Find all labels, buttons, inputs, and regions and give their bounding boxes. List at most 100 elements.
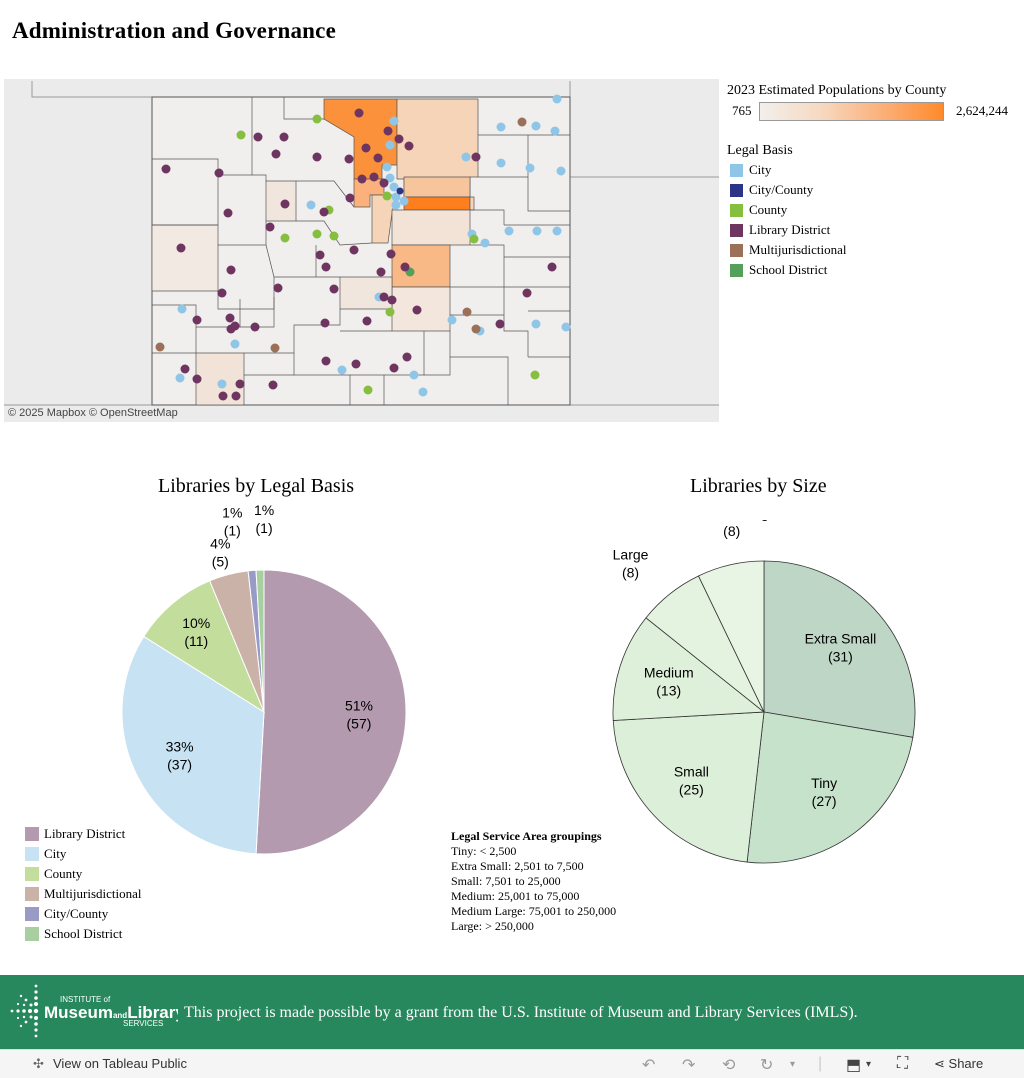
legend-label: City/County <box>749 182 814 197</box>
refresh-icon[interactable]: ↻ <box>760 1057 774 1074</box>
footer-banner <box>0 975 1024 1049</box>
legend-swatch-icon <box>730 244 743 257</box>
legend-swatch-icon <box>25 827 39 841</box>
county-adams[interactable] <box>403 176 471 198</box>
legend-swatch-icon <box>25 887 39 901</box>
legal-basis-pie-chart[interactable]: 51% (57) 33% (37) 10% (11) 4% (5) 1% (1) 1% (1) <box>0 500 460 870</box>
county-denver[interactable] <box>403 196 471 211</box>
pie-label-multijurisdictional-primary: 4% <box>210 536 230 552</box>
map-attribution[interactable]: © 2025 Mapbox © OpenStreetMap <box>8 407 178 419</box>
population-legend-min: 765 <box>732 103 752 118</box>
redo-icon[interactable]: ↷ <box>682 1057 696 1074</box>
share-label: Share <box>948 1056 984 1071</box>
pie-label-city-count: (37) <box>167 757 192 773</box>
size-pie-chart[interactable]: Extra Small (31) Tiny (27) Small (25) Medium (1… <box>560 520 960 880</box>
pie-label-small-primary: Small <box>674 764 709 780</box>
legend-swatch-icon <box>730 204 743 217</box>
pie-label-tiny-primary: Tiny <box>811 775 837 791</box>
share-button[interactable]: ⋖ Share <box>934 1056 983 1072</box>
library-markers[interactable] <box>155 94 571 401</box>
download-menu-chevron-down-icon[interactable]: ▾ <box>866 1059 872 1070</box>
grouping-line: Medium Large: 75,001 to 250,000 <box>451 904 617 918</box>
download-icon[interactable]: ⬒ <box>846 1057 862 1074</box>
pie-slice-medium[interactable] <box>612 617 766 721</box>
map-canvas[interactable] <box>4 79 719 422</box>
legend-swatch-icon <box>25 847 39 861</box>
county-arapahoe[interactable] <box>469 196 475 211</box>
pie-slice-medium-large[interactable] <box>697 560 765 713</box>
county-map[interactable] <box>4 79 719 422</box>
groupings-title: Legal Service Area groupings <box>451 829 602 843</box>
pie-label-city-county-primary: 1% <box>222 505 242 521</box>
service-area-groupings: Legal Service Area groupings Tiny: < 2,5… <box>451 829 616 934</box>
legend-label: Multijurisdictional <box>749 242 847 257</box>
toolbar-divider: | <box>818 1055 823 1072</box>
pie-slice-extra-small[interactable] <box>763 560 916 738</box>
revert-icon[interactable]: ⟲ <box>722 1057 736 1074</box>
fullscreen-icon[interactable]: ⛶ <box>897 1055 909 1072</box>
population-color-ramp <box>759 102 944 121</box>
county-douglas[interactable] <box>391 209 471 246</box>
pie-label-extra-small-count: (31) <box>828 648 853 664</box>
pie-label-multijurisdictional-count: (5) <box>212 554 229 570</box>
legend-swatch-icon <box>730 164 743 177</box>
pie-label-library-district-count: (57) <box>347 716 372 732</box>
legend-label: County <box>44 866 83 881</box>
pie-label-city-primary: 33% <box>166 739 194 755</box>
pie-label-medium-large-count: (8) <box>723 523 740 539</box>
legal-basis-chart-title: Libraries by Legal Basis <box>158 475 355 497</box>
pie-label-medium-primary: Medium <box>644 665 694 681</box>
legend-label: County <box>749 202 788 217</box>
legend-label: Library District <box>44 826 126 841</box>
page-title: Administration and Governance <box>12 18 336 43</box>
share-icon: ⋖ <box>934 1056 945 1071</box>
legend-swatch-icon <box>25 907 39 921</box>
pie-label-library-district-primary: 51% <box>345 698 373 714</box>
county-garfield-area[interactable] <box>265 180 297 222</box>
grouping-line: Small: 7,501 to 25,000 <box>451 874 561 888</box>
pie-slice-small[interactable] <box>612 711 765 863</box>
legend-swatch-icon <box>730 224 743 237</box>
grouping-line: Tiny: < 2,500 <box>451 844 517 858</box>
view-on-tableau-link[interactable]: ✣ View on Tableau Public <box>33 1056 187 1072</box>
undo-icon[interactable]: ↶ <box>642 1057 656 1074</box>
legend-label: City <box>44 846 67 861</box>
pie-slice-school-district[interactable] <box>255 569 265 713</box>
pie-label-tiny-count: (27) <box>812 793 837 809</box>
grouping-line: Large: > 250,000 <box>451 919 534 933</box>
pie-slice-county[interactable] <box>143 580 266 714</box>
pie-label-school-district-primary: 1% <box>254 502 274 518</box>
pie-slice-city[interactable] <box>121 635 265 855</box>
county-mesa[interactable] <box>151 224 219 292</box>
pie-label-extra-small-primary: Extra Small <box>805 630 877 646</box>
pie-label-county-count: (11) <box>184 633 208 649</box>
legend-label: City/County <box>44 906 109 921</box>
pie-label-county-primary: 10% <box>182 615 210 631</box>
legend-swatch-icon <box>25 867 39 881</box>
tableau-toolbar: ✣ View on Tableau Public ↶ ↷ ⟲ ↻ ▾ | ⬒ ▾ … <box>0 1049 1024 1078</box>
pie-label-large-primary: Large <box>613 546 649 562</box>
legend-swatch-icon <box>25 927 39 941</box>
refresh-menu-chevron-down-icon[interactable]: ▾ <box>790 1059 796 1070</box>
legend-swatch-icon <box>730 264 743 277</box>
county-la-plata[interactable] <box>195 352 245 406</box>
pie-label-city-county-count: (1) <box>224 523 241 539</box>
pie-label-medium-large-primary: Medium Large <box>687 520 777 521</box>
legend-label: Multijurisdictional <box>44 886 142 901</box>
legal-basis-legend-title: Legal Basis <box>727 143 793 158</box>
legend-label: Library District <box>749 222 831 237</box>
svg-text:INSTITUTE of: INSTITUTE of <box>60 995 111 1004</box>
population-legend-max: 2,624,244 <box>956 103 1008 118</box>
legend-label: School District <box>44 926 123 941</box>
legend-label: School District <box>749 262 828 277</box>
legend-label: City <box>749 162 772 177</box>
size-chart-title: Libraries by Size <box>690 475 827 497</box>
pie-slice-tiny[interactable] <box>746 711 914 864</box>
pie-slice-library-district[interactable] <box>255 569 407 855</box>
pie-label-small-count: (25) <box>679 782 704 798</box>
grouping-line: Extra Small: 2,501 to 7,500 <box>451 859 584 873</box>
svg-text:SERVICES: SERVICES <box>123 1019 163 1028</box>
footer-grant-text: This project is made possible by a grant… <box>184 1004 858 1021</box>
